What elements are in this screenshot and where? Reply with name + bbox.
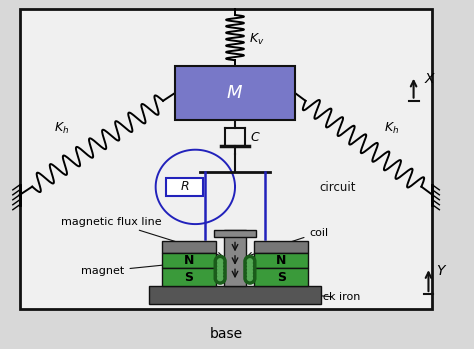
- Text: base: base: [210, 327, 243, 341]
- Circle shape: [244, 255, 256, 267]
- Circle shape: [247, 269, 252, 274]
- Circle shape: [244, 262, 256, 274]
- Text: $K_v$: $K_v$: [249, 31, 264, 47]
- Circle shape: [218, 266, 223, 270]
- Circle shape: [218, 272, 223, 277]
- Circle shape: [214, 266, 226, 277]
- Circle shape: [247, 262, 252, 267]
- Bar: [224, 230, 246, 286]
- Bar: [214, 230, 256, 238]
- Circle shape: [218, 269, 223, 274]
- Text: $R$: $R$: [180, 180, 189, 193]
- Circle shape: [218, 276, 223, 281]
- Text: $C$: $C$: [250, 131, 261, 144]
- Circle shape: [214, 272, 226, 284]
- Text: magnetic flux line: magnetic flux line: [62, 217, 222, 257]
- Circle shape: [214, 269, 226, 281]
- Circle shape: [214, 255, 226, 267]
- Circle shape: [244, 266, 256, 277]
- Circle shape: [244, 272, 256, 284]
- Text: N: N: [276, 254, 286, 267]
- Bar: [254, 242, 309, 253]
- Text: magnet: magnet: [81, 259, 202, 276]
- Text: circuit: circuit: [319, 181, 356, 194]
- Bar: [175, 66, 294, 120]
- Bar: [165, 178, 203, 196]
- Bar: [162, 242, 216, 253]
- Bar: [162, 253, 216, 268]
- Bar: [20, 9, 432, 309]
- Bar: [254, 253, 309, 268]
- Circle shape: [244, 269, 256, 281]
- Circle shape: [218, 259, 223, 264]
- Circle shape: [214, 262, 226, 274]
- Text: back iron: back iron: [310, 292, 361, 302]
- Text: coil: coil: [248, 228, 328, 257]
- Circle shape: [218, 262, 223, 267]
- Circle shape: [214, 259, 226, 270]
- Text: $Y$: $Y$: [437, 264, 448, 278]
- Circle shape: [247, 276, 252, 281]
- Text: $M$: $M$: [227, 84, 244, 102]
- Circle shape: [244, 259, 256, 270]
- Text: S: S: [277, 270, 286, 284]
- Text: $K_h$: $K_h$: [384, 121, 399, 136]
- Text: $X$: $X$: [423, 72, 436, 86]
- Circle shape: [247, 272, 252, 277]
- Text: S: S: [184, 270, 193, 284]
- Bar: [254, 268, 309, 286]
- Circle shape: [247, 259, 252, 264]
- Text: N: N: [184, 254, 194, 267]
- Bar: [149, 286, 321, 304]
- Bar: [162, 268, 216, 286]
- Text: $K_h$: $K_h$: [54, 121, 69, 136]
- Circle shape: [247, 266, 252, 270]
